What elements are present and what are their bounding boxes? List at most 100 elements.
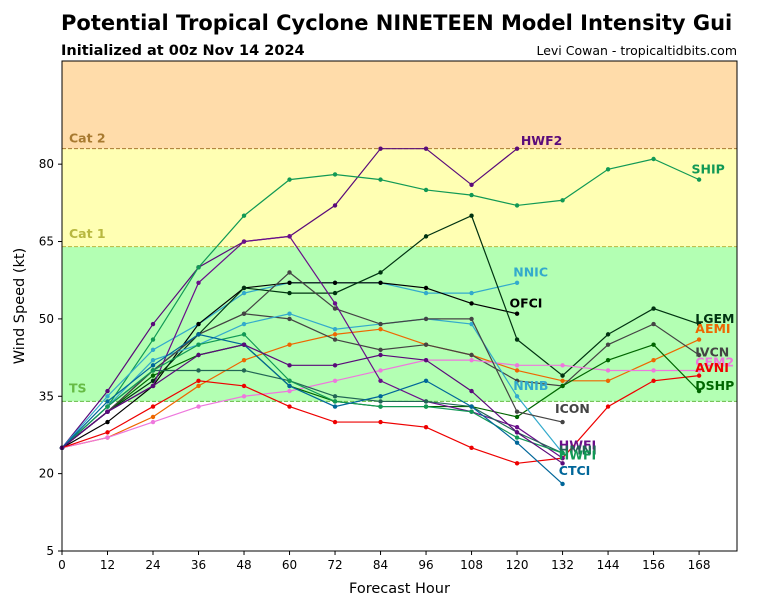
- data-point: [287, 378, 292, 383]
- data-point: [514, 425, 520, 430]
- series-label: LGEM: [695, 311, 734, 326]
- data-point: [651, 306, 656, 311]
- data-point: [651, 357, 656, 363]
- y-tick-label: 35: [39, 389, 54, 403]
- data-point: [196, 383, 201, 389]
- data-point: [241, 383, 247, 389]
- data-point: [287, 383, 292, 389]
- data-point: [696, 352, 702, 358]
- data-point: [469, 357, 474, 363]
- series-label: HWFI: [559, 448, 596, 463]
- x-tick-label: 168: [688, 558, 711, 572]
- data-point: [560, 378, 565, 383]
- data-point: [332, 363, 338, 368]
- data-point: [469, 290, 474, 296]
- y-tick-label: 65: [39, 235, 54, 249]
- data-point: [605, 368, 611, 373]
- data-point: [651, 321, 656, 327]
- data-point: [696, 337, 702, 342]
- data-point: [287, 316, 292, 322]
- x-tick-label: 96: [418, 558, 433, 572]
- data-point: [378, 280, 383, 285]
- band-label: Cat 2: [69, 130, 106, 145]
- data-point: [287, 311, 292, 316]
- plot-frame: [61, 60, 738, 552]
- data-point: [423, 234, 429, 239]
- data-point: [332, 399, 338, 404]
- data-point: [514, 337, 520, 342]
- data-point: [696, 368, 702, 373]
- data-point: [241, 285, 247, 291]
- data-point: [241, 321, 247, 327]
- data-point: [105, 409, 110, 414]
- data-point: [287, 290, 292, 296]
- data-point: [150, 337, 156, 342]
- data-point: [560, 363, 565, 368]
- data-point: [696, 177, 702, 182]
- data-point: [378, 378, 383, 383]
- data-point: [469, 404, 474, 409]
- data-point: [423, 378, 429, 383]
- x-tick-label: 36: [191, 558, 206, 572]
- data-point: [469, 301, 474, 306]
- x-tick-label: 72: [327, 558, 342, 572]
- band-cat-2: [62, 61, 737, 149]
- data-point: [150, 383, 156, 389]
- data-point: [514, 146, 520, 151]
- data-point: [423, 187, 429, 193]
- data-point: [150, 357, 156, 363]
- data-point: [332, 172, 338, 177]
- data-point: [514, 409, 520, 414]
- data-point: [469, 409, 474, 414]
- series-label: AVNI: [695, 360, 729, 375]
- data-point: [196, 368, 201, 373]
- series-line: [61, 344, 563, 464]
- data-point: [241, 357, 247, 363]
- data-point: [423, 404, 429, 409]
- data-point: [469, 321, 474, 327]
- x-axis-label: Forecast Hour: [349, 581, 450, 597]
- data-point: [287, 177, 292, 182]
- data-point: [514, 461, 520, 466]
- x-tick-label: 144: [597, 558, 620, 572]
- y-tick-label: 80: [39, 157, 54, 171]
- data-point: [287, 234, 292, 239]
- data-point: [150, 368, 156, 373]
- data-point: [514, 378, 520, 383]
- data-point: [423, 425, 429, 430]
- chart-title: Potential Tropical Cyclone NINETEEN Mode…: [61, 11, 732, 35]
- data-point: [605, 378, 611, 383]
- data-point: [423, 316, 429, 322]
- series-label: DSHP: [695, 378, 734, 393]
- data-point: [514, 414, 520, 420]
- data-point: [514, 440, 520, 445]
- data-point: [150, 347, 156, 353]
- data-point: [287, 388, 292, 394]
- series-label: HMNI: [559, 442, 597, 457]
- data-point: [605, 357, 611, 363]
- series-line: [61, 333, 563, 454]
- data-point: [332, 306, 338, 311]
- data-point: [105, 404, 110, 409]
- data-point: [378, 394, 383, 399]
- data-point: [332, 404, 338, 409]
- data-point: [196, 352, 201, 358]
- data-point: [241, 311, 247, 316]
- chart-subtitle: Initialized at 00z Nov 14 2024: [61, 43, 305, 59]
- data-point: [150, 419, 156, 425]
- intensity-bands: TS Cat 1 Cat 2: [62, 61, 737, 402]
- data-point: [378, 419, 383, 425]
- data-point: [287, 342, 292, 347]
- data-point: [423, 399, 429, 404]
- data-point: [423, 342, 429, 347]
- x-tick-label: 108: [460, 558, 483, 572]
- chart-credit: Levi Cowan - tropicaltidbits.com: [536, 43, 737, 58]
- data-point: [287, 363, 292, 368]
- data-point: [332, 290, 338, 296]
- data-point: [514, 311, 520, 316]
- series-label: ICON: [555, 401, 590, 416]
- data-point: [332, 419, 338, 425]
- data-point: [378, 347, 383, 353]
- y-tick-label: 50: [39, 312, 54, 326]
